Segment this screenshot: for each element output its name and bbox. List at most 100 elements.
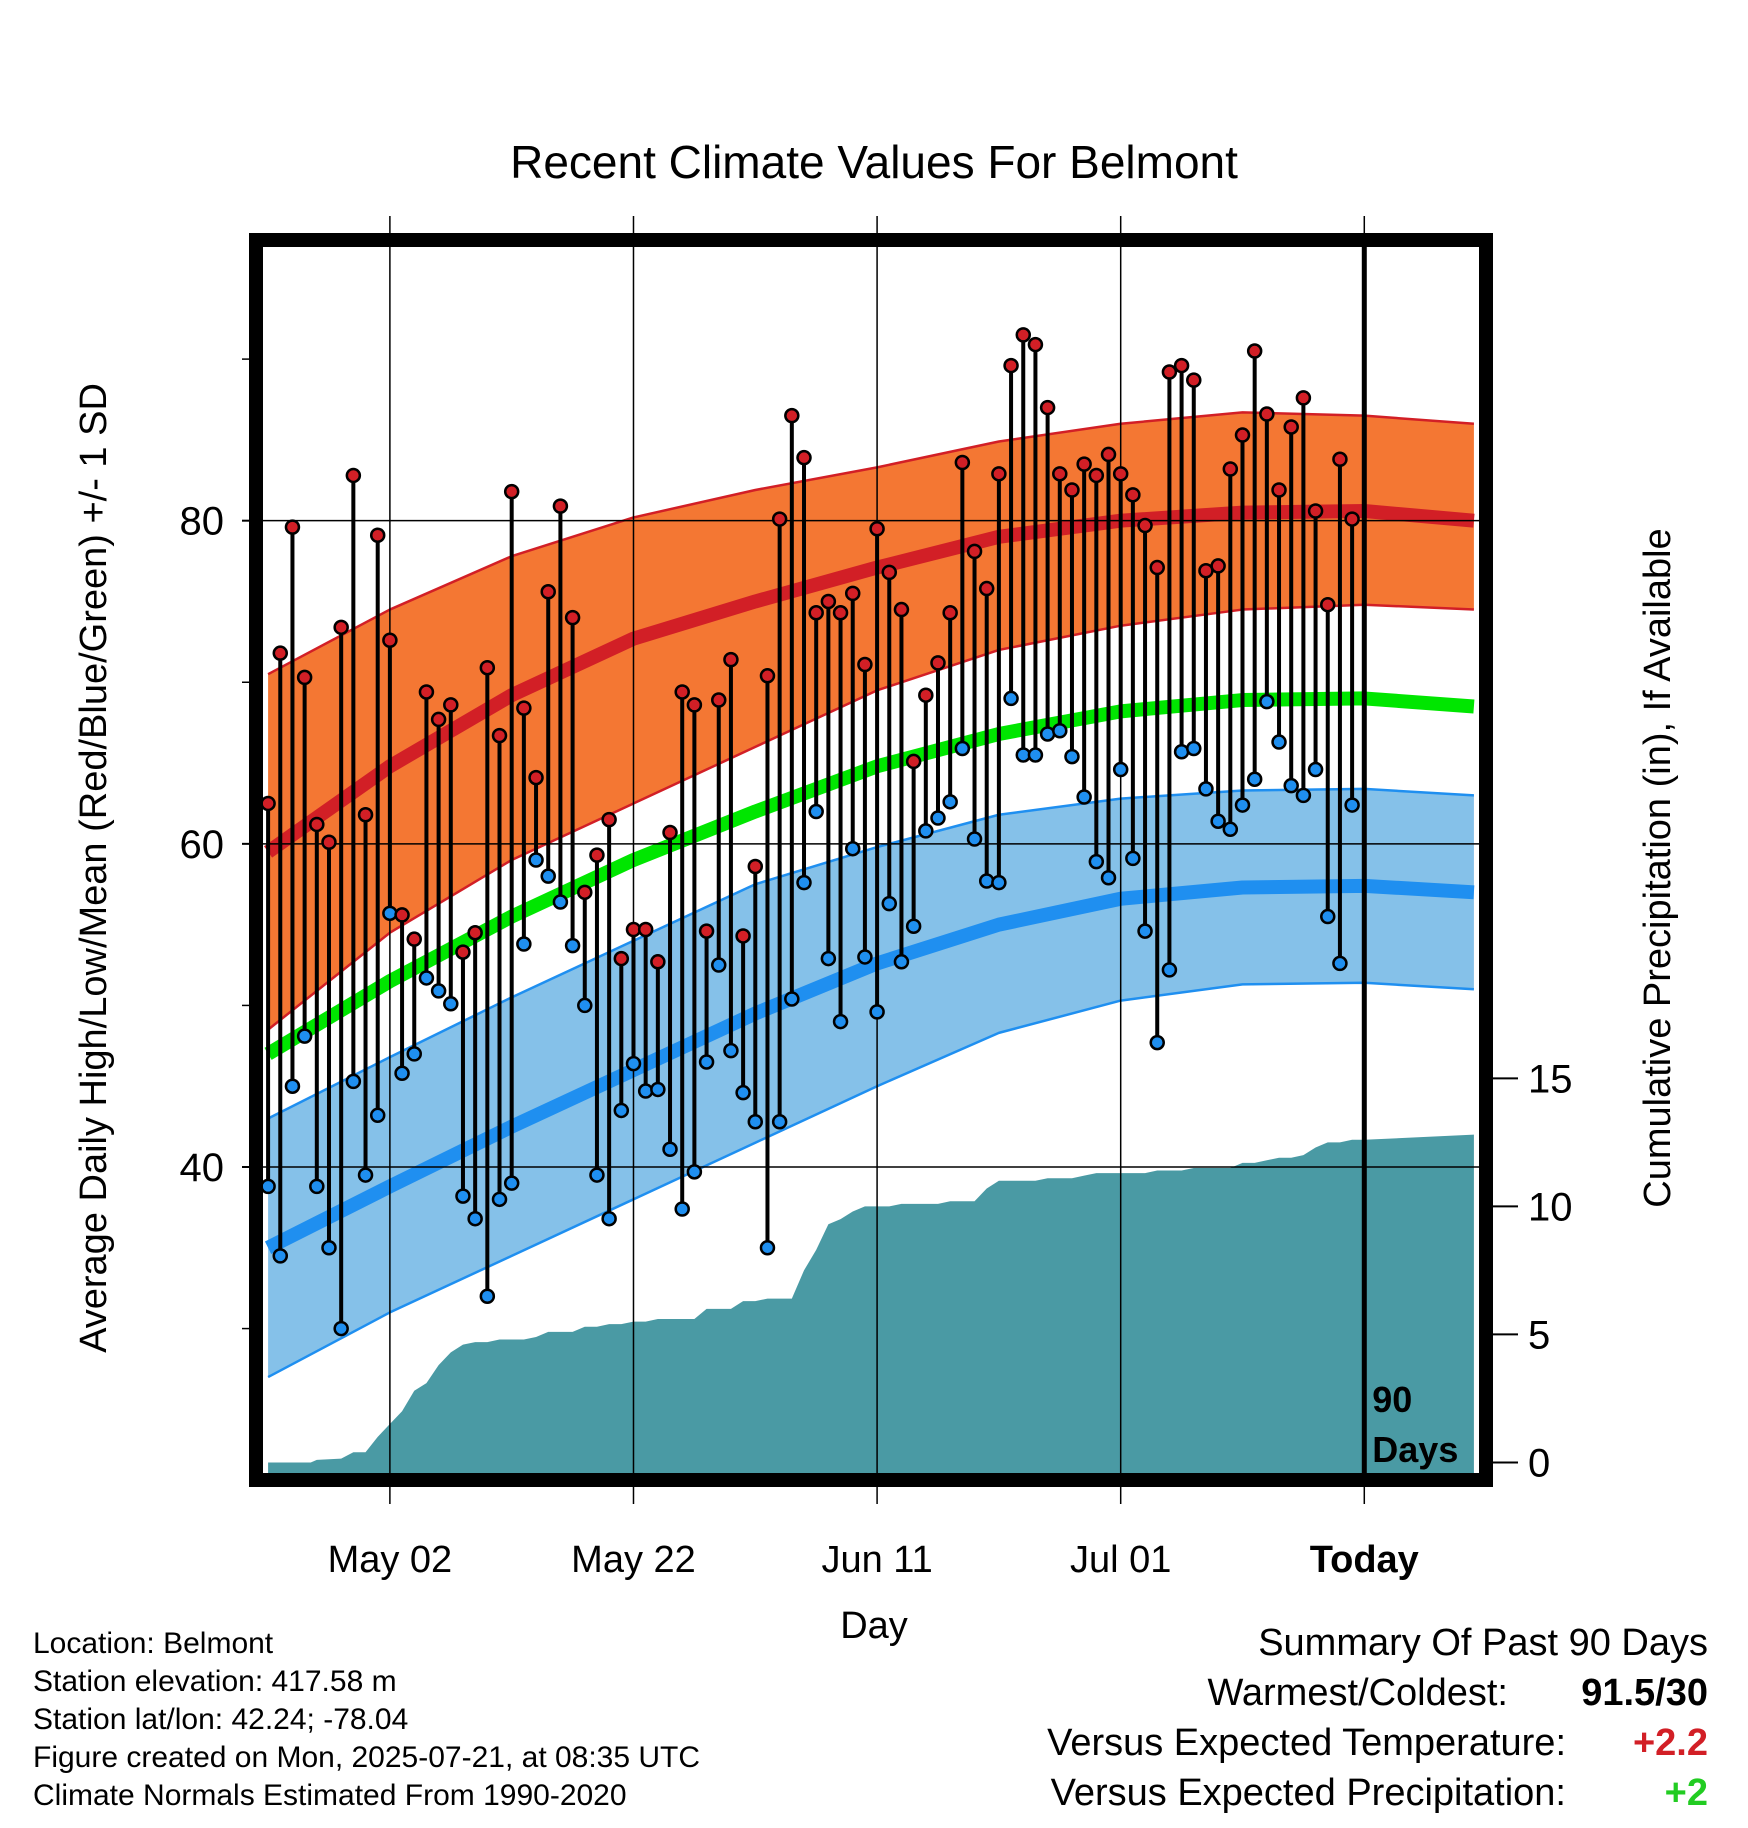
precip-anomaly-value: +2 (1664, 1772, 1708, 1814)
precip-anomaly-label: Versus Expected Precipitation: (1050, 1772, 1566, 1814)
daily-low-point (601, 1210, 617, 1227)
daily-high-point (650, 954, 666, 970)
daily-low-point (1246, 771, 1263, 787)
axes: 40 60 80 0 5 10 15 May 02 May 22 Jun 11 Jul 01 Toda… (180, 216, 1573, 1581)
daily-high-point (918, 687, 934, 703)
daily-high-point (528, 769, 544, 786)
daily-low-point (1320, 908, 1336, 925)
daily-high-point (1246, 343, 1263, 359)
daily-high-point (1210, 558, 1226, 574)
daily-high-point (954, 454, 971, 471)
daily-high-point (272, 645, 289, 661)
daily-high-point (1259, 406, 1275, 422)
daily-high-point (1027, 336, 1044, 353)
daily-low-point (1307, 761, 1324, 778)
daily-high-point (309, 816, 325, 833)
daily-high-point (844, 585, 861, 602)
daily-low-point (1332, 955, 1348, 972)
daily-low-point (905, 918, 922, 934)
daily-high-point (1295, 390, 1312, 406)
daily-low-point (1295, 787, 1312, 804)
daily-high-point (552, 498, 569, 514)
daily-high-point (723, 651, 739, 668)
daily-low-point (467, 1210, 483, 1227)
y-tick-label: 80 (180, 500, 225, 544)
today-marker-label-unit: Days (1372, 1429, 1458, 1470)
x-axis-label: Day (840, 1605, 908, 1647)
daily-high-point (1088, 467, 1105, 484)
station-info: Location: Belmont Station elevation: 417… (33, 1625, 700, 1815)
daily-low-point (284, 1078, 301, 1094)
daily-high-point (832, 605, 849, 621)
daily-low-point (759, 1240, 776, 1256)
daily-high-point (942, 605, 958, 621)
info-latlon: Station lat/lon: 42.24; -78.04 (33, 1703, 409, 1736)
y-tick-label: 40 (180, 1146, 225, 1190)
daily-high-point (796, 449, 812, 466)
daily-low-point (296, 1028, 313, 1044)
daily-low-point (406, 1046, 422, 1062)
daily-low-point (262, 1178, 276, 1195)
daily-low-point (832, 1013, 849, 1030)
y2-axis-label: Cumulative Precipitation (in), If Availa… (1637, 528, 1679, 1207)
daily-low-point (357, 1167, 374, 1183)
daily-low-point (796, 874, 812, 891)
daily-high-point (1283, 419, 1299, 435)
daily-low-point (1052, 722, 1068, 739)
daily-high-point (771, 511, 788, 527)
temp-anomaly-label: Versus Expected Temperature: (1047, 1722, 1566, 1764)
summary-title: Summary Of Past 90 Days (1258, 1622, 1708, 1664)
daily-low-point (430, 983, 447, 999)
daily-high-point (589, 847, 605, 863)
daily-low-point (930, 810, 946, 826)
daily-low-point (1198, 781, 1214, 797)
daily-high-point (1100, 446, 1117, 463)
daily-high-point (1222, 461, 1239, 477)
daily-high-point (333, 619, 349, 636)
chart-title: Recent Climate Values For Belmont (510, 136, 1238, 188)
warmest-coldest-label: Warmest/Coldest: (1207, 1672, 1508, 1714)
precip-cumulative-area (268, 1134, 1474, 1474)
daily-high-point (577, 884, 593, 901)
daily-high-point (382, 632, 398, 649)
daily-high-point (296, 669, 313, 686)
daily-high-point (613, 950, 630, 967)
temp-anomaly-value: +2.2 (1632, 1722, 1708, 1764)
daily-low-point (345, 1073, 362, 1090)
daily-low-point (382, 905, 398, 922)
daily-low-point (991, 874, 1007, 891)
daily-high-point (284, 519, 301, 535)
daily-high-point (637, 921, 654, 938)
daily-high-point (357, 807, 374, 823)
daily-low-point (771, 1114, 788, 1130)
daily-low-point (1271, 734, 1287, 750)
daily-low-point (735, 1084, 751, 1101)
daily-low-point (857, 949, 873, 965)
daily-low-point (650, 1081, 666, 1098)
daily-low-point (540, 868, 556, 884)
daily-high-point (1076, 456, 1092, 472)
daily-low-point (613, 1102, 630, 1119)
daily-high-point (711, 692, 727, 708)
daily-low-point (1076, 789, 1092, 805)
daily-low-point (1088, 853, 1105, 870)
daily-high-point (1112, 466, 1129, 482)
daily-low-point (1003, 690, 1019, 707)
info-normals: Climate Normals Estimated From 1990-2020 (33, 1779, 627, 1812)
daily-low-point (1149, 1034, 1165, 1051)
daily-high-point (820, 593, 837, 610)
daily-low-point (479, 1288, 496, 1305)
y2-tick-label: 0 (1528, 1441, 1550, 1485)
daily-high-point (540, 584, 556, 600)
daily-high-point (1137, 517, 1153, 534)
daily-high-point (369, 527, 386, 543)
x-tick-label: May 22 (571, 1539, 696, 1581)
daily-high-point (406, 931, 422, 947)
today-marker-label-number: 90 (1372, 1379, 1412, 1420)
daily-high-point (467, 924, 483, 941)
daily-high-point (430, 711, 447, 728)
daily-high-point (784, 407, 800, 424)
daily-high-point (991, 466, 1007, 482)
daily-high-point (1332, 451, 1348, 468)
daily-low-point (1259, 693, 1275, 710)
